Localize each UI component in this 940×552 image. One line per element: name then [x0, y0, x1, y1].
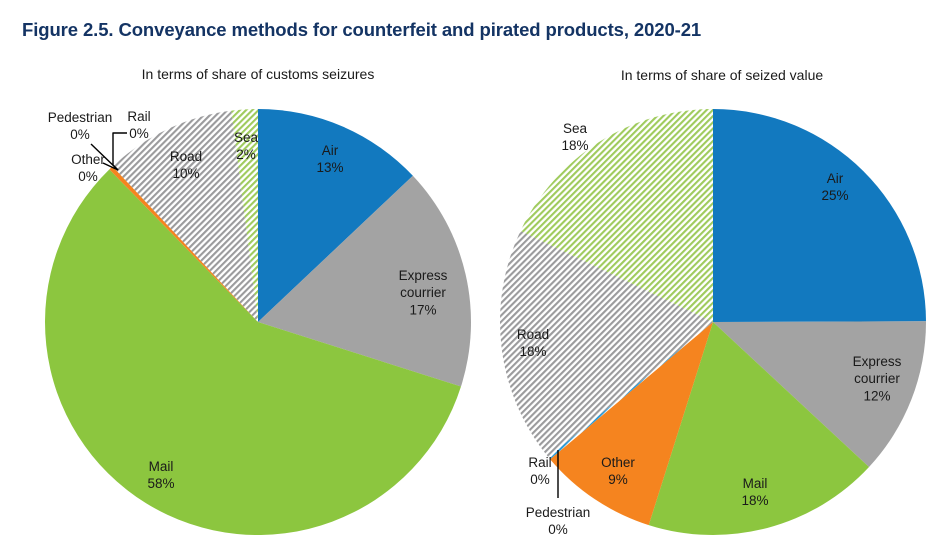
slice-label: 13%	[316, 160, 343, 175]
pie-chart-0: In terms of share of customs seizures Air…	[44, 66, 471, 535]
slice-label: 12%	[863, 388, 890, 403]
slice-label: Other	[71, 152, 105, 167]
pie-chart-1: In terms of share of seized value Air 25% E…	[499, 67, 927, 537]
pie-slice-express-courrier	[258, 175, 471, 387]
pie-slice-road	[112, 110, 258, 322]
pie-slice-express-courrier	[713, 321, 927, 468]
slice-label: Rail	[528, 455, 551, 470]
pie-slice-sea	[520, 109, 713, 322]
slice-label: Sea	[563, 121, 588, 136]
figure-title: Figure 2.5. Conveyance methods for count…	[22, 19, 702, 40]
slice-label: 0%	[70, 127, 90, 142]
slice-label: Rail	[127, 109, 150, 124]
slice-label: 25%	[821, 188, 848, 203]
slice-label: Road	[517, 327, 549, 342]
slice-label: 17%	[409, 302, 436, 317]
pie-slice-pedestrian	[548, 322, 713, 460]
chart-subtitle: In terms of share of customs seizures	[142, 66, 375, 82]
slice-label: Pedestrian	[526, 505, 591, 520]
slice-label: Mail	[743, 476, 768, 491]
slice-label: Air	[827, 171, 844, 186]
slice-label: 0%	[78, 169, 98, 184]
pie-slice-road	[499, 230, 713, 457]
pie-slice-air	[258, 109, 413, 322]
slice-label: courrier	[400, 285, 446, 300]
chart-subtitle: In terms of share of seized value	[621, 67, 824, 83]
pie-slice-mail	[648, 322, 870, 535]
slice-label: Express	[853, 354, 902, 369]
slice-label: Pedestrian	[48, 110, 113, 125]
slice-label: Express	[399, 268, 448, 283]
slice-label: 18%	[561, 138, 588, 153]
slice-label: 0%	[129, 126, 149, 141]
slice-label: Mail	[149, 459, 174, 474]
slice-label: 9%	[608, 472, 628, 487]
pie-slice-air	[713, 109, 926, 322]
slice-label: 58%	[147, 476, 174, 491]
pie-slice-mail	[44, 169, 461, 535]
slice-label: 18%	[741, 493, 768, 508]
pie-slice-other	[109, 166, 258, 322]
pie-slice-other	[550, 322, 713, 526]
leader-line	[102, 162, 119, 171]
slice-label: Road	[170, 149, 202, 164]
slice-label: Air	[322, 143, 339, 158]
slice-label: Other	[601, 455, 635, 470]
slice-label: 2%	[236, 147, 256, 162]
slice-label: courrier	[854, 371, 900, 386]
slice-label: 10%	[172, 166, 199, 181]
slice-label: 18%	[519, 344, 546, 359]
pie-slice-sea	[231, 109, 258, 322]
leader-line	[112, 132, 127, 171]
slice-label: 0%	[548, 522, 568, 537]
slice-label: Sea	[234, 130, 259, 145]
slice-label: 0%	[530, 472, 550, 487]
